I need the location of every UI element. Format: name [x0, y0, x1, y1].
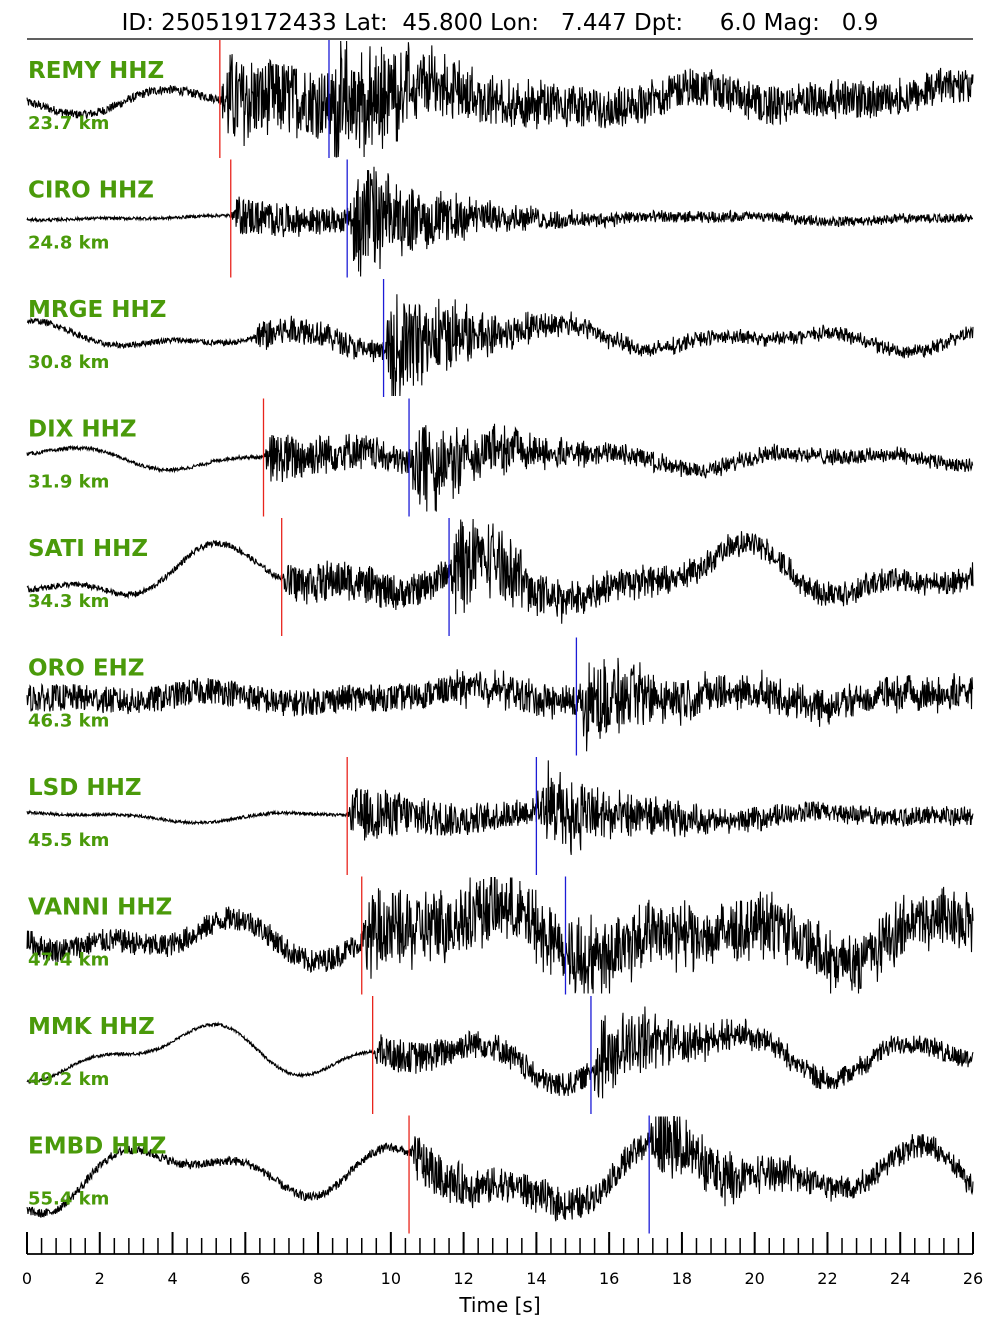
station-label: MMK HHZ — [28, 1014, 155, 1040]
trace-panel: CIRO HHZ 24.8 km — [26, 159, 973, 278]
trace-panel: DIX HHZ 31.9 km — [26, 398, 974, 517]
tick-label: 16 — [599, 1269, 619, 1288]
station-label: MRGE HHZ — [28, 297, 166, 323]
trace-panel: MMK HHZ 49.2 km — [26, 996, 974, 1114]
tick-label: 8 — [313, 1269, 323, 1288]
tick-label: 14 — [526, 1269, 546, 1288]
tick-label: 18 — [672, 1269, 692, 1288]
distance-label: 47.4 km — [28, 950, 109, 971]
distance-label: 30.8 km — [28, 352, 109, 373]
tick-label: 20 — [745, 1269, 765, 1288]
distance-label: 46.3 km — [28, 711, 109, 732]
waveform-line — [26, 518, 974, 624]
x-axis-label: Time [s] — [458, 1293, 540, 1317]
tick-label: 4 — [167, 1269, 177, 1288]
event-header: ID: 250519172433 Lat: 45.800 Lon: 7.447 … — [122, 10, 879, 36]
station-label: VANNI HHZ — [28, 895, 172, 921]
trace-panel: MRGE HHZ 30.8 km — [26, 279, 974, 397]
distance-label: 55.4 km — [28, 1189, 109, 1210]
waveform-line — [26, 760, 974, 855]
tick-label: 0 — [22, 1269, 32, 1288]
tick-label: 2 — [95, 1269, 105, 1288]
time-axis: 0 2 4 6 8 10 12 14 16 18 20 22 24 26 — [22, 1232, 983, 1288]
station-label: SATI HHZ — [28, 536, 148, 562]
waveform-line — [26, 166, 973, 277]
waveform-line — [26, 294, 974, 397]
tick-label: 12 — [453, 1269, 473, 1288]
station-label: DIX HHZ — [28, 417, 137, 443]
station-label: LSD HHZ — [28, 775, 142, 801]
trace-panel: ORO EHZ 46.3 km — [26, 637, 974, 756]
waveform-line — [26, 40, 974, 158]
waveform-line — [26, 423, 974, 512]
tick-label: 24 — [890, 1269, 910, 1288]
station-label: EMBD HHZ — [28, 1134, 166, 1160]
trace-panel: REMY HHZ 23.7 km — [26, 40, 974, 158]
distance-label: 23.7 km — [28, 113, 109, 134]
trace-panel: SATI HHZ 34.3 km — [26, 518, 974, 636]
distance-label: 45.5 km — [28, 830, 109, 851]
station-label: REMY HHZ — [28, 58, 164, 84]
distance-label: 49.2 km — [28, 1069, 109, 1090]
trace-panel: EMBD HHZ 55.4 km — [26, 1115, 974, 1234]
trace-panel: VANNI HHZ 47.4 km — [26, 876, 974, 995]
station-label: CIRO HHZ — [28, 178, 154, 204]
distance-label: 24.8 km — [28, 233, 109, 254]
waveform-line — [26, 876, 974, 994]
tick-label: 6 — [240, 1269, 250, 1288]
distance-label: 31.9 km — [28, 472, 109, 493]
tick-label: 26 — [963, 1269, 983, 1288]
tick-label: 10 — [381, 1269, 401, 1288]
station-label: ORO EHZ — [28, 656, 144, 682]
waveform-line — [26, 1115, 974, 1222]
traces-layer: REMY HHZ 23.7 km CIRO HHZ 24.8 km MRGE HHZ 30… — [26, 40, 974, 1234]
trace-panel: LSD HHZ 45.5 km — [26, 757, 974, 875]
waveform-line — [26, 657, 974, 752]
tick-label: 22 — [817, 1269, 837, 1288]
distance-label: 34.3 km — [28, 591, 109, 612]
waveform-line — [26, 1006, 974, 1099]
